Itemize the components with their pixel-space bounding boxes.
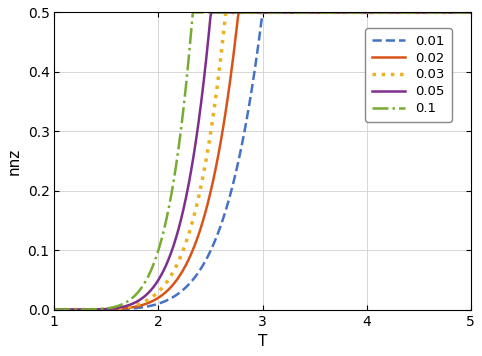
0.1 xyxy=(250,10,256,15)
0.03 xyxy=(393,10,399,15)
0.1 xyxy=(190,10,196,15)
0.1 xyxy=(458,10,464,15)
0.05 xyxy=(253,10,258,15)
0.01 xyxy=(393,10,399,15)
0.03 xyxy=(468,10,474,15)
0.1 xyxy=(468,10,474,15)
0.1 xyxy=(253,10,258,15)
0.03 xyxy=(458,10,464,15)
Line: 0.1: 0.1 xyxy=(54,12,471,310)
0.01 xyxy=(52,308,57,312)
0.01 xyxy=(458,10,464,15)
0.05 xyxy=(52,308,57,312)
Line: 0.01: 0.01 xyxy=(54,12,471,310)
0.01 xyxy=(278,10,283,15)
0.01 xyxy=(300,10,306,15)
0.03 xyxy=(253,10,258,15)
0.02 xyxy=(468,10,474,15)
0.05 xyxy=(208,10,214,15)
0.03 xyxy=(300,10,306,15)
0.1 xyxy=(278,10,283,15)
0.05 xyxy=(250,10,256,15)
0.05 xyxy=(300,10,306,15)
X-axis label: T: T xyxy=(258,334,267,349)
0.03 xyxy=(250,10,256,15)
0.03 xyxy=(52,308,57,312)
0.01 xyxy=(468,10,474,15)
0.01 xyxy=(252,69,257,73)
Legend: 0.01, 0.02, 0.03, 0.05, 0.1: 0.01, 0.02, 0.03, 0.05, 0.1 xyxy=(365,28,452,122)
0.05 xyxy=(468,10,474,15)
0.02 xyxy=(253,10,258,15)
0.1 xyxy=(300,10,306,15)
0.1 xyxy=(52,308,57,312)
0.01 xyxy=(260,10,266,15)
Y-axis label: nnz: nnz xyxy=(7,147,22,175)
0.02 xyxy=(250,10,256,15)
0.05 xyxy=(393,10,399,15)
Line: 0.05: 0.05 xyxy=(54,12,471,310)
0.02 xyxy=(393,10,399,15)
0.03 xyxy=(278,10,283,15)
0.1 xyxy=(393,10,399,15)
Line: 0.02: 0.02 xyxy=(54,12,471,310)
Line: 0.03: 0.03 xyxy=(54,12,471,310)
0.05 xyxy=(458,10,464,15)
0.02 xyxy=(458,10,464,15)
0.01 xyxy=(249,85,255,89)
0.03 xyxy=(223,10,229,15)
0.02 xyxy=(236,10,241,15)
0.05 xyxy=(278,10,283,15)
0.02 xyxy=(278,10,283,15)
0.02 xyxy=(300,10,306,15)
0.02 xyxy=(52,308,57,312)
